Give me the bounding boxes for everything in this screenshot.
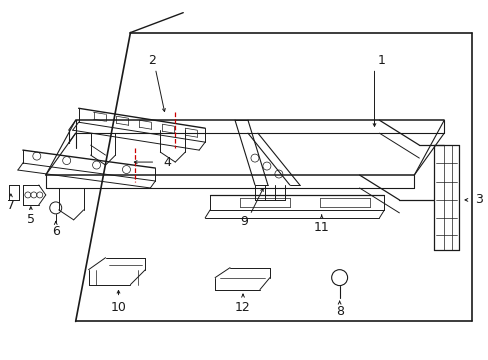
Text: 12: 12: [235, 301, 250, 314]
Text: 9: 9: [240, 215, 247, 228]
Text: 5: 5: [27, 213, 35, 226]
Text: 7: 7: [7, 199, 15, 212]
Text: 10: 10: [110, 301, 126, 314]
Text: 6: 6: [52, 225, 60, 238]
Text: 2: 2: [148, 54, 156, 67]
Text: 8: 8: [335, 305, 343, 318]
Text: 1: 1: [377, 54, 385, 67]
Text: 11: 11: [313, 221, 329, 234]
Text: 3: 3: [474, 193, 482, 206]
Text: 4: 4: [163, 156, 171, 168]
